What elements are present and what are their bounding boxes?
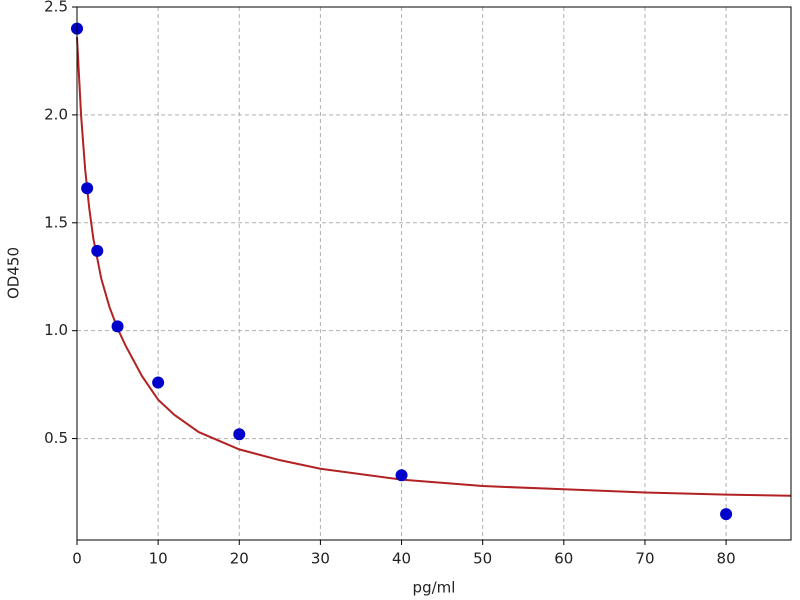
- data-point: [720, 508, 733, 521]
- y-tick-label: 2.5: [44, 0, 68, 16]
- fit-curve: [76, 37, 792, 497]
- y-tick-label: 1.5: [44, 213, 68, 231]
- y-tick-label: 0.5: [44, 429, 68, 447]
- x-tick-label: 60: [554, 550, 573, 568]
- x-tick-label: 80: [717, 550, 736, 568]
- x-tick-label: 0: [72, 550, 82, 568]
- x-tick-label: 50: [473, 550, 492, 568]
- data-point: [81, 182, 94, 195]
- x-tick-label: 30: [311, 550, 330, 568]
- x-tick-label: 10: [149, 550, 168, 568]
- data-point: [233, 428, 246, 441]
- plot-layer: 0 10 20 30 40 50 60 70 80 0.5 1.0 1.5 2.0 2.5: [44, 0, 792, 568]
- data-point: [91, 244, 104, 257]
- y-axis-label: OD450: [5, 247, 23, 299]
- x-axis-label: pg/ml: [413, 579, 456, 597]
- data-point: [395, 469, 408, 482]
- x-tick-label: 70: [635, 550, 654, 568]
- y-tick-label: 2.0: [44, 105, 68, 123]
- plot-frame: [76, 6, 792, 541]
- x-tick-label: 40: [392, 550, 411, 568]
- data-point: [111, 320, 124, 333]
- y-tick-label: 1.0: [44, 321, 68, 339]
- data-point: [152, 376, 165, 389]
- x-tick-label: 20: [230, 550, 249, 568]
